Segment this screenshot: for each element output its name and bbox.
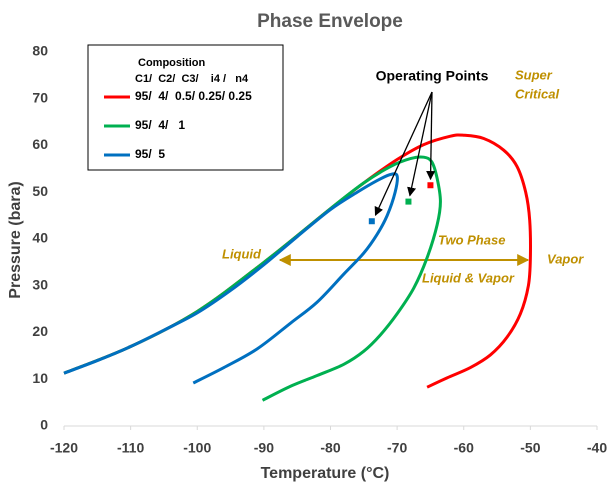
x-tick-label: -60 bbox=[454, 440, 474, 456]
arrow bbox=[426, 91, 436, 181]
annotation: Liquid bbox=[222, 246, 262, 261]
x-tick-label: -120 bbox=[50, 440, 78, 456]
y-tick-label: 60 bbox=[32, 136, 48, 152]
y-tick-label: 30 bbox=[32, 276, 48, 292]
operating-point bbox=[368, 218, 375, 225]
annotation: Liquid & Vapor bbox=[422, 270, 515, 285]
annotation: Two Phase bbox=[438, 232, 505, 247]
y-tick-label: 50 bbox=[32, 183, 48, 199]
legend-label: 95/ 4/ 1 bbox=[135, 118, 185, 132]
x-tick-label: -50 bbox=[520, 440, 540, 456]
operating-point bbox=[405, 198, 412, 205]
y-tick-label: 70 bbox=[32, 89, 48, 105]
x-tick-label: -70 bbox=[387, 440, 407, 456]
x-axis-title: Temperature (°C) bbox=[261, 465, 390, 482]
arrow bbox=[374, 91, 433, 217]
y-tick-label: 20 bbox=[32, 323, 48, 339]
operating-point bbox=[427, 182, 434, 189]
series-line bbox=[63, 172, 399, 385]
y-tick-label: 10 bbox=[32, 370, 48, 386]
legend-title: Composition bbox=[138, 57, 205, 69]
legend-header: C1/ C2/ C3/ i4 / n4 bbox=[135, 73, 249, 85]
annotation: Super bbox=[515, 67, 553, 82]
legend-label: 95/ 5 bbox=[135, 147, 165, 161]
annotation: Critical bbox=[515, 86, 559, 101]
legend-label: 95/ 4/ 0.5/ 0.25/ 0.25 bbox=[135, 89, 252, 103]
legend-box bbox=[87, 44, 284, 171]
y-axis-title: Pressure (bara) bbox=[7, 181, 24, 298]
x-tick-label: -90 bbox=[254, 440, 274, 456]
chart-title: Phase Envelope bbox=[257, 11, 403, 32]
series-line bbox=[63, 155, 442, 402]
operating-points-label: Operating Points bbox=[376, 68, 489, 84]
x-tick-label: -100 bbox=[183, 440, 211, 456]
y-tick-label: 80 bbox=[32, 43, 48, 59]
arrow bbox=[407, 91, 433, 197]
y-tick-label: 40 bbox=[32, 230, 48, 246]
x-tick-label: -40 bbox=[587, 440, 607, 456]
annotation: Vapor bbox=[547, 251, 584, 266]
y-tick-label: 0 bbox=[40, 417, 48, 433]
x-tick-label: -110 bbox=[117, 440, 144, 456]
x-tick-label: -80 bbox=[320, 440, 340, 456]
series-line bbox=[63, 133, 532, 389]
